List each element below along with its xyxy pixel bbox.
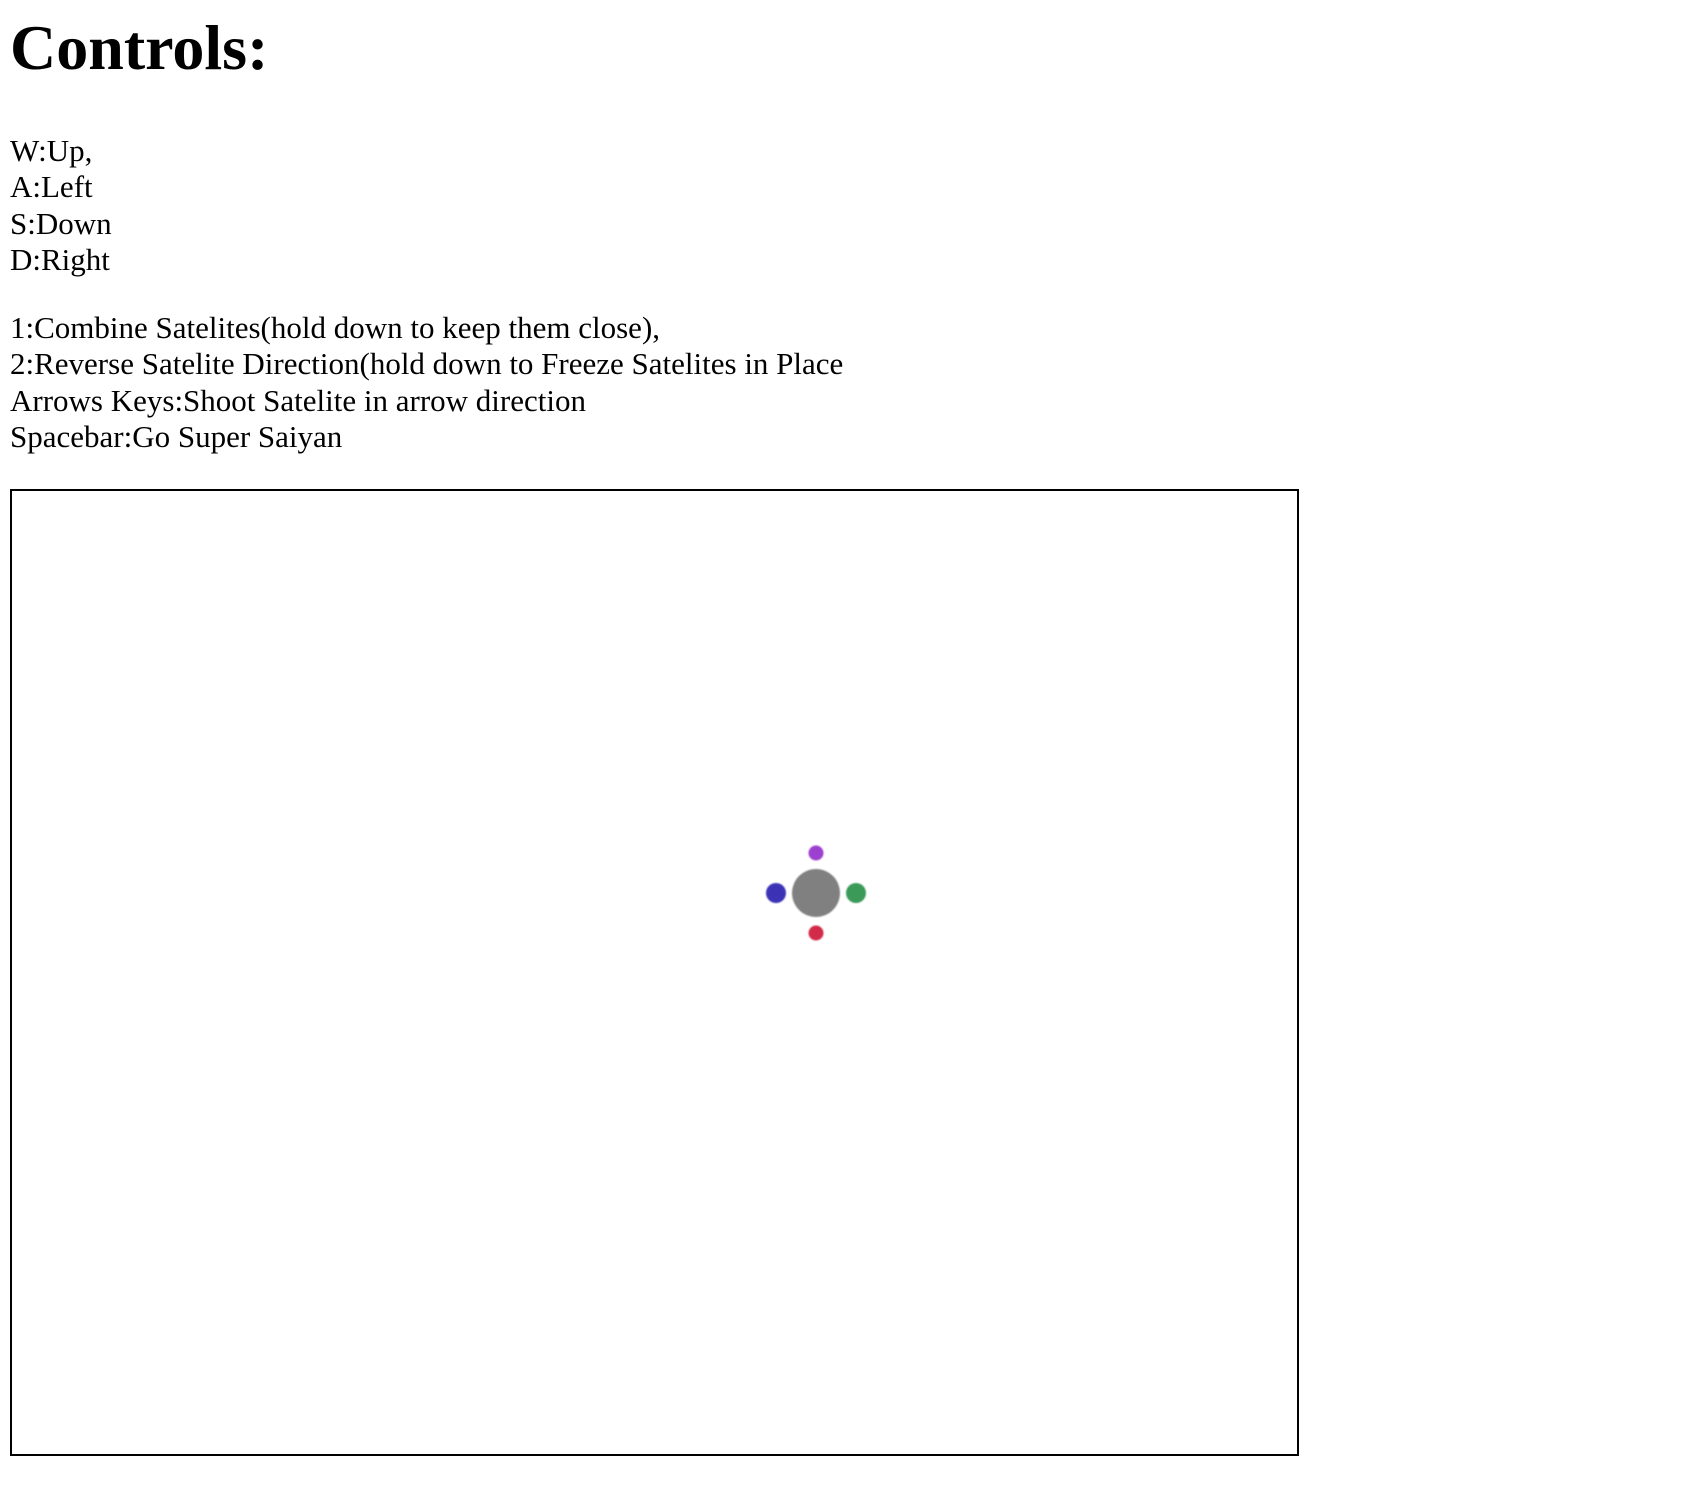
action-controls-list: 1:Combine Satelites(hold down to keep th… bbox=[10, 310, 843, 455]
control-d-right: D:Right bbox=[10, 241, 110, 277]
movement-controls-list: W:Up, A:Left S:Down D:Right bbox=[10, 133, 112, 278]
control-a-left: A:Left bbox=[10, 169, 93, 205]
game-canvas[interactable] bbox=[10, 489, 1299, 1456]
satellite-left bbox=[766, 883, 786, 903]
satellite-right bbox=[846, 883, 866, 903]
control-s-down: S:Down bbox=[10, 205, 112, 241]
game-scene bbox=[766, 845, 866, 941]
control-shoot-satellite: Arrows Keys:Shoot Satelite in arrow dire… bbox=[10, 382, 586, 418]
control-w-up: W:Up, bbox=[10, 133, 93, 168]
control-reverse-satellites: 2:Reverse Satelite Direction(hold down t… bbox=[10, 346, 844, 382]
player-orb bbox=[792, 869, 840, 917]
satellite-bottom bbox=[808, 925, 824, 941]
page-title: Controls: bbox=[10, 12, 269, 83]
control-super-saiyan: Spacebar:Go Super Saiyan bbox=[10, 418, 343, 454]
control-combine-satellites: 1:Combine Satelites(hold down to keep th… bbox=[10, 310, 661, 345]
satellite-top bbox=[808, 845, 824, 861]
